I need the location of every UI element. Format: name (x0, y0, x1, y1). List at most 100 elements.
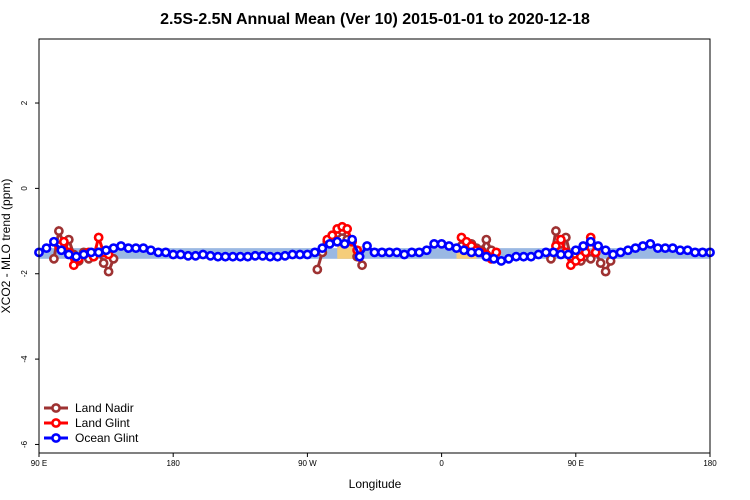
data-point (103, 266, 114, 277)
y-axis-label: XCO2 - MLO trend (ppm) (0, 179, 13, 314)
data-point (123, 243, 134, 254)
x-tick-label: 180 (703, 459, 717, 468)
data-point (377, 247, 387, 258)
legend-label: Land Glint (75, 416, 130, 430)
data-point (600, 245, 611, 256)
data-point (220, 251, 231, 262)
data-point (630, 243, 641, 254)
data-point (93, 232, 104, 243)
data-point (466, 247, 477, 258)
data-point (369, 247, 380, 258)
legend-marker (51, 403, 61, 413)
data-point (347, 234, 358, 245)
data-point (175, 249, 186, 260)
data-point (496, 256, 507, 266)
data-point (153, 247, 164, 258)
y-tick-label: 0 (20, 186, 29, 191)
data-point (652, 243, 663, 254)
data-point (86, 247, 97, 258)
data-point (287, 249, 298, 260)
x-tick-label: 90 E (31, 459, 47, 468)
data-point (623, 245, 633, 256)
legend-item: Ocean Glint (44, 431, 139, 445)
data-point (615, 247, 626, 258)
data-point (667, 243, 678, 254)
data-point (332, 236, 343, 247)
y-tick-label: 2 (20, 100, 29, 105)
data-point (145, 245, 156, 256)
data-point (421, 245, 432, 256)
data-point (98, 258, 109, 268)
data-point (309, 247, 320, 258)
data-point (190, 250, 201, 261)
data-point (93, 247, 104, 258)
y-tick-label: -2 (20, 270, 29, 278)
data-point (41, 243, 52, 254)
data-point (429, 238, 440, 249)
data-point (541, 247, 551, 258)
data-point (481, 234, 492, 245)
data-point (481, 251, 492, 262)
data-point (526, 251, 536, 262)
data-point (250, 250, 261, 261)
legend-label: Land Nadir (75, 401, 134, 415)
legend-item: Land Glint (44, 416, 130, 430)
data-point (302, 249, 313, 260)
data-point (280, 250, 290, 261)
data-point (272, 251, 283, 262)
data-point (213, 251, 223, 262)
x-tick-label: 0 (439, 459, 444, 468)
data-point (585, 253, 596, 264)
data-point (362, 241, 372, 251)
data-point (312, 264, 323, 275)
y-tick-label: -6 (20, 440, 29, 448)
data-point (578, 241, 589, 251)
x-tick-label: 90 E (568, 459, 584, 468)
data-point (563, 249, 574, 260)
data-point (58, 236, 69, 247)
data-point (49, 236, 59, 247)
data-point (608, 249, 618, 260)
data-point (548, 247, 559, 258)
data-point (56, 245, 67, 256)
data-point (324, 238, 335, 249)
legend-marker (51, 418, 61, 428)
data-point (690, 247, 700, 258)
data-point (339, 238, 350, 249)
data-point (406, 247, 417, 258)
data-point (414, 247, 425, 258)
data-point (357, 260, 367, 271)
data-point (585, 236, 596, 247)
data-point (675, 245, 686, 256)
data-point (600, 266, 611, 277)
data-point (71, 251, 82, 262)
data-point (354, 251, 365, 262)
data-point (391, 247, 402, 258)
series-layer (34, 221, 715, 277)
data-point (533, 249, 544, 260)
legend-label: Ocean Glint (75, 431, 139, 445)
data-point (63, 249, 74, 260)
data-point (682, 245, 693, 256)
data-point (555, 249, 566, 260)
data-point (459, 245, 469, 256)
data-point (518, 251, 529, 262)
data-point (49, 253, 59, 264)
data-point (451, 243, 462, 254)
y-axis: -6 -4 -2 0 2 (20, 100, 39, 448)
series-ocean-glint (34, 234, 715, 266)
data-point (570, 245, 581, 256)
data-point (138, 243, 149, 254)
data-point (555, 234, 566, 245)
plot-frame (38, 38, 711, 454)
data-point (108, 243, 119, 254)
data-point (638, 241, 648, 251)
data-point (101, 245, 111, 256)
data-point (511, 251, 522, 262)
data-point (53, 226, 64, 236)
data-point (198, 249, 208, 260)
data-point (444, 241, 454, 251)
data-point (660, 243, 671, 254)
x-tick-label: 90 W (298, 459, 317, 468)
